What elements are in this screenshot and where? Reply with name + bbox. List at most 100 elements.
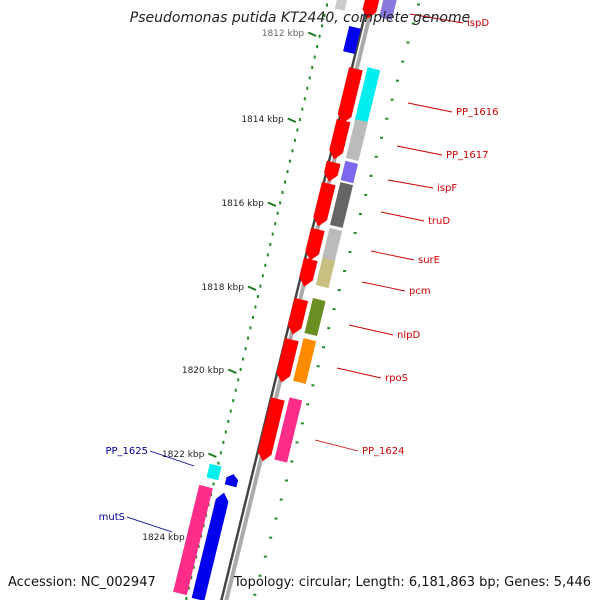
ruler-dot xyxy=(380,136,384,139)
ruler-dot xyxy=(190,576,193,580)
gene-label-rpos: rpoS xyxy=(385,373,408,384)
gene-muts-cog xyxy=(173,484,213,596)
ruler-dot xyxy=(374,155,378,158)
gene-label-muts: mutS xyxy=(99,512,125,523)
gene-pp_1624-arrow xyxy=(257,397,285,462)
ruler-tick-label: 1820 kbp xyxy=(182,366,225,376)
ruler-dot xyxy=(285,479,288,482)
ruler-tick-label: 1824 kbp xyxy=(142,533,185,543)
ruler-dot xyxy=(343,270,347,273)
ruler-dot xyxy=(237,378,240,382)
gene-pp_1617-arrow xyxy=(329,118,351,160)
ruler-dot xyxy=(271,232,274,236)
ruler-dot xyxy=(296,128,299,132)
ruler-tick xyxy=(267,201,277,207)
ruler-dot xyxy=(247,336,250,340)
ruler-dot xyxy=(332,308,336,311)
ruler-dot xyxy=(321,24,324,28)
gene-label-trud: truD xyxy=(428,216,450,227)
gene-labels: ispD PP_1616 PP_1617 ispF truD surE pcm nlpD rpo… xyxy=(99,13,499,533)
ruler-dot xyxy=(258,574,262,577)
ruler-dot xyxy=(212,482,215,486)
ruler-dot xyxy=(406,41,410,44)
ruler-dot xyxy=(242,357,245,361)
ruler-dot xyxy=(417,3,420,6)
gene-pp_1625-cog xyxy=(206,463,222,481)
ruler-dot xyxy=(353,231,357,234)
ruler-dot xyxy=(321,346,325,349)
gene-label-ispf: ispF xyxy=(437,183,457,194)
gene-pp_1624-cog xyxy=(274,397,303,463)
leader-line xyxy=(361,281,406,292)
gene-label-pp_1624: PP_1624 xyxy=(362,446,405,457)
ruler-dot xyxy=(244,347,247,351)
ruler-dot xyxy=(313,55,316,59)
ruler-dot xyxy=(358,212,362,215)
gene-trud-arrow xyxy=(313,181,336,227)
ruler-dot xyxy=(316,365,320,368)
ruler-dot xyxy=(185,597,188,600)
gene-rpos-arrow xyxy=(276,337,299,383)
gene-sure-cog xyxy=(321,227,343,263)
ruler-dot xyxy=(192,565,195,569)
ruler-dot xyxy=(253,593,257,596)
ruler-dot xyxy=(311,384,315,387)
ruler-dot xyxy=(308,76,311,80)
ruler-dot xyxy=(300,422,304,425)
ruler-dot xyxy=(301,107,304,111)
ruler-dot xyxy=(288,159,291,163)
gene-muts-arrow xyxy=(191,492,229,600)
ruler-dot xyxy=(291,149,294,153)
ruler-tick xyxy=(287,117,297,123)
ruler-dot xyxy=(311,65,314,69)
ruler-dot xyxy=(259,284,262,288)
ruler-dot xyxy=(227,420,230,423)
ruler-dot xyxy=(266,253,269,257)
ruler-dot xyxy=(290,460,294,463)
gene-ispd-cog xyxy=(379,0,397,21)
ruler-dot xyxy=(229,409,232,413)
ruler-dot xyxy=(281,190,284,194)
ruler-dot xyxy=(323,13,326,17)
ruler-dot xyxy=(197,544,200,548)
gene-trud-cog xyxy=(329,182,354,228)
gene-nlpd-cog xyxy=(304,297,326,337)
ruler-dot xyxy=(239,367,242,371)
leader-line xyxy=(396,145,443,156)
ruler-dot xyxy=(264,263,267,267)
leader-line xyxy=(380,211,425,222)
ruler-dot xyxy=(232,399,235,403)
gene-label-sure: surE xyxy=(418,255,440,266)
ruler-dot xyxy=(187,586,190,590)
ruler-dot xyxy=(318,34,321,38)
map-title: Pseudomonas putida KT2440, complete geno… xyxy=(129,10,471,26)
ruler-dot xyxy=(261,274,264,278)
ruler-dot xyxy=(263,555,267,558)
leader-line xyxy=(348,324,394,336)
gene-ispd-arrow xyxy=(362,0,380,19)
ruler-tick xyxy=(207,452,217,458)
ruler-dot xyxy=(222,440,225,444)
ruler-tick-label: 1818 kbp xyxy=(202,283,245,293)
ruler-tick-label: 1814 kbp xyxy=(241,115,284,125)
gene-label-pp_1616: PP_1616 xyxy=(456,107,499,118)
ruler-dot xyxy=(254,305,257,309)
gene-label-nlpd: nlpD xyxy=(397,330,420,341)
ruler-tick-label: 1822 kbp xyxy=(162,450,205,460)
ruler-dot xyxy=(217,461,220,465)
leader-line xyxy=(387,179,434,189)
gene-pp_1616-cog xyxy=(354,67,381,125)
ruler-dot xyxy=(195,555,198,559)
ruler-dot xyxy=(251,315,254,319)
topology-text: Topology: circular; Length: 6,181,863 bp… xyxy=(233,575,591,590)
gene-faint xyxy=(334,0,348,11)
ruler-dot xyxy=(395,79,399,82)
ruler-dot xyxy=(293,138,296,142)
ruler-tick xyxy=(247,285,257,291)
gene-nlpd-arrow xyxy=(287,297,309,335)
gene-ispf-cog xyxy=(340,160,359,184)
ruler-dot xyxy=(279,201,282,205)
leader-line xyxy=(314,439,359,452)
ruler-dot xyxy=(348,251,352,254)
